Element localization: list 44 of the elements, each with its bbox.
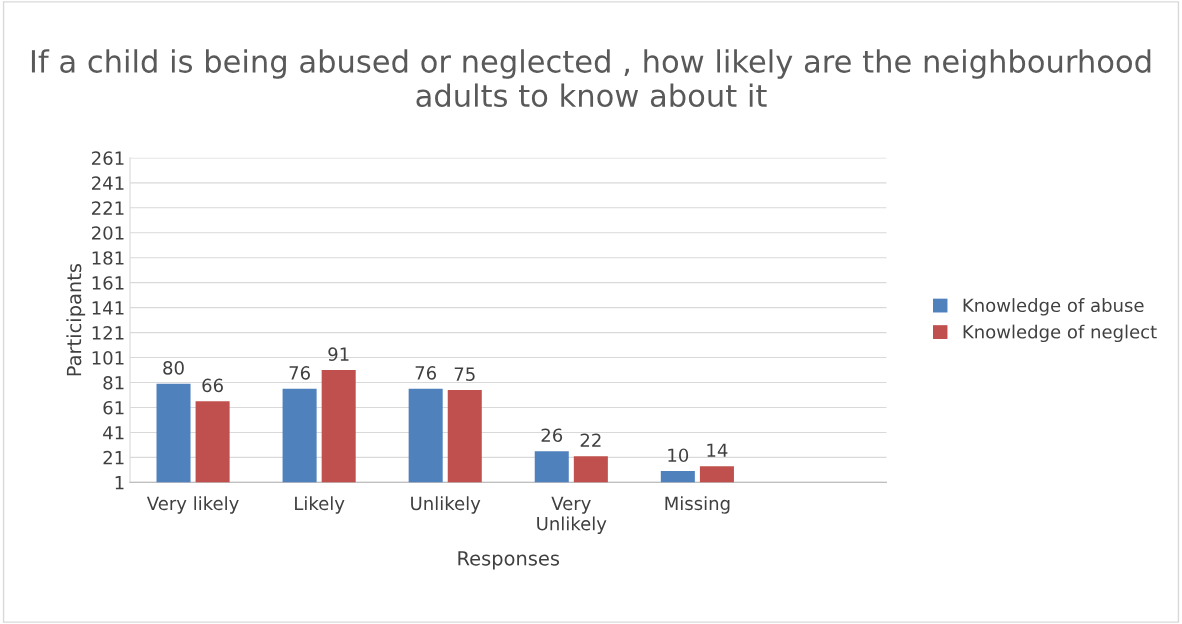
chart-title: If a child is being abused or neglected , how likely are the neighbourhood adults to know about it: [31, 49, 1151, 108]
x-tick-label: Very likely: [146, 496, 239, 514]
x-tick-label: Unlikely: [411, 496, 481, 514]
bar: [447, 390, 482, 483]
x-tick-label: Very Unlikely: [537, 496, 607, 534]
x-tick-label: Missing: [665, 496, 730, 514]
bar: [699, 466, 734, 483]
y-tick-label: 241: [92, 176, 124, 190]
bar: [573, 456, 608, 483]
data-label: 75: [454, 367, 475, 381]
x-axis-title: Responses: [458, 551, 560, 570]
bar: [408, 388, 443, 483]
bar: [321, 370, 356, 483]
y-tick-label: 1: [115, 476, 124, 490]
y-tick-label: 121: [92, 326, 124, 340]
y-axis-title: Participants: [66, 263, 86, 376]
y-tick-label: 101: [92, 351, 124, 365]
legend-label: Knowledge of neglect: [963, 324, 1157, 343]
data-label: 22: [580, 433, 601, 447]
bar: [660, 471, 695, 483]
y-tick-label: 41: [103, 426, 124, 440]
data-label: 76: [415, 366, 437, 380]
bar: [282, 388, 317, 483]
bar: [156, 383, 191, 483]
y-tick-label: 221: [92, 201, 124, 215]
y-tick-label: 81: [103, 375, 124, 390]
legend-label: Knowledge of abuse: [963, 298, 1144, 316]
y-tick-label: 21: [103, 450, 124, 465]
y-tick-label: 161: [92, 276, 124, 290]
y-tick-label: 181: [92, 251, 124, 265]
bar: [534, 451, 569, 483]
data-label: 91: [328, 347, 349, 361]
data-label: 14: [707, 443, 728, 457]
data-label: 66: [202, 378, 223, 393]
data-label: 26: [541, 428, 563, 443]
data-label: 76: [289, 366, 310, 380]
data-label: 80: [163, 361, 184, 375]
y-tick-label: 141: [92, 301, 124, 315]
y-tick-label: 61: [103, 400, 124, 415]
y-tick-label: 261: [92, 151, 124, 165]
data-label: 10: [668, 448, 689, 463]
y-tick-label: 201: [92, 226, 124, 240]
x-tick-label: Likely: [295, 496, 345, 514]
bar: [195, 401, 230, 483]
